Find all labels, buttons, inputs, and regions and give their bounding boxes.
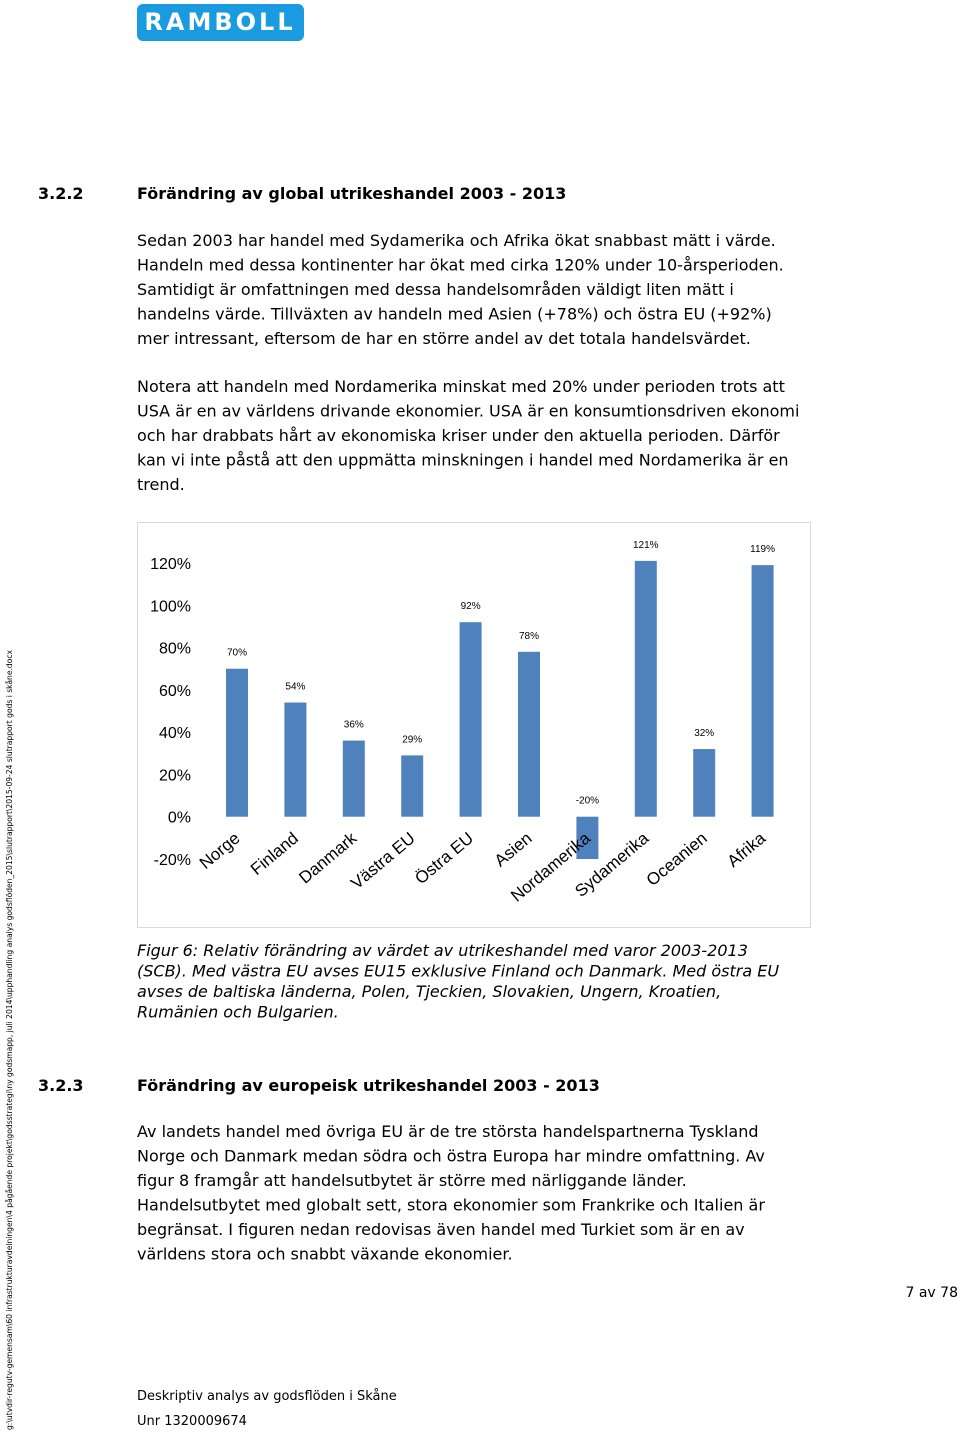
caption-line: Rumänien och Bulgarien. — [137, 1003, 339, 1022]
section-number: 3.2.2 — [38, 184, 84, 203]
bar — [634, 560, 657, 817]
value-label: 119% — [750, 544, 775, 555]
footer-unr: Unr 1320009674 — [137, 1414, 247, 1429]
value-label: 54% — [285, 682, 305, 693]
file-path: g:\utvdir-regutv-gemensam\60 infrastrukt… — [4, 650, 14, 1430]
bar — [226, 668, 248, 817]
y-tick-label: 0% — [168, 810, 191, 827]
x-tick-label: Finland — [247, 829, 302, 879]
section-title: Förändring av global utrikeshandel 2003 … — [137, 184, 566, 203]
bar — [459, 622, 482, 817]
paragraph-line: USA är en av världens drivande ekonomier… — [137, 402, 799, 421]
paragraph-line: Notera att handeln med Nordamerika minsk… — [137, 377, 785, 396]
x-tick-label: Västra EU — [347, 829, 419, 893]
logo-box — [137, 4, 304, 41]
x-tick-label: Asien — [491, 829, 536, 871]
paragraph-line: Av landets handel med övriga EU är de tr… — [137, 1122, 759, 1141]
value-label: 29% — [402, 734, 422, 745]
section-number: 3.2.3 — [38, 1076, 84, 1095]
paragraph-line: och har drabbats hårt av ekonomiska kris… — [137, 426, 780, 445]
paragraph-line: mer intressant, eftersom de har en störr… — [137, 329, 751, 348]
chart-frame — [137, 522, 811, 928]
bar — [576, 816, 599, 859]
section-title: Förändring av europeisk utrikeshandel 20… — [137, 1076, 600, 1095]
x-tick-label: Oceanien — [643, 829, 711, 890]
value-label: 70% — [227, 648, 247, 659]
x-tick-label: Afrika — [724, 828, 770, 871]
y-tick-label: 20% — [159, 767, 191, 784]
logo: RAMBOLL — [144, 8, 295, 36]
caption-line: Figur 6: Relativ förändring av värdet av… — [137, 941, 748, 960]
paragraph-line: Sedan 2003 har handel med Sydamerika och… — [137, 231, 776, 250]
value-label: 121% — [633, 540, 659, 551]
bar — [693, 749, 716, 817]
y-tick-label: 80% — [159, 641, 191, 658]
footer-title: Deskriptiv analys av godsflöden i Skåne — [137, 1389, 397, 1404]
y-tick-label: 120% — [150, 556, 191, 573]
paragraph-line: figur 8 framgår att handelsutbytet är st… — [137, 1171, 687, 1190]
paragraph-line: världens stora och snabbt växande ekonom… — [137, 1245, 513, 1264]
paragraph-line: Norge och Danmark medan södra och östra … — [137, 1147, 765, 1166]
value-label: 92% — [461, 601, 481, 612]
y-tick-label: 40% — [159, 725, 191, 742]
bar — [401, 755, 424, 817]
value-label: 32% — [694, 728, 714, 739]
bar — [342, 740, 365, 817]
paragraph-line: trend. — [137, 475, 185, 494]
caption-line: avses de baltiska länderna, Polen, Tjeck… — [137, 982, 721, 1001]
paragraph-line: Samtidigt är omfattningen med dessa hand… — [137, 280, 734, 299]
bar — [284, 702, 307, 817]
x-tick-label: Norge — [196, 829, 244, 873]
paragraph-line: kan vi inte påstå att den uppmätta minsk… — [137, 451, 789, 470]
paragraph-line: Handeln med dessa kontinenter har ökat m… — [137, 256, 784, 275]
value-label: 78% — [519, 631, 539, 642]
paragraph-line: begränsat. I figuren nedan redovisas äve… — [137, 1220, 745, 1239]
value-label: -20% — [576, 796, 599, 807]
value-label: 36% — [344, 720, 364, 731]
y-tick-label: 100% — [150, 598, 191, 615]
y-tick-label: -20% — [154, 852, 191, 869]
page-number: 7 av 78 — [906, 1285, 959, 1301]
paragraph-line: handelns värde. Tillväxten av handeln me… — [137, 305, 772, 324]
bar — [751, 565, 774, 817]
bar — [518, 651, 540, 817]
x-tick-label: Östra EU — [411, 829, 477, 888]
paragraph-line: Handelsutbytet med globalt sett, stora e… — [137, 1196, 765, 1215]
caption-line: (SCB). Med västra EU avses EU15 exklusiv… — [137, 962, 779, 981]
y-tick-label: 60% — [159, 683, 191, 700]
